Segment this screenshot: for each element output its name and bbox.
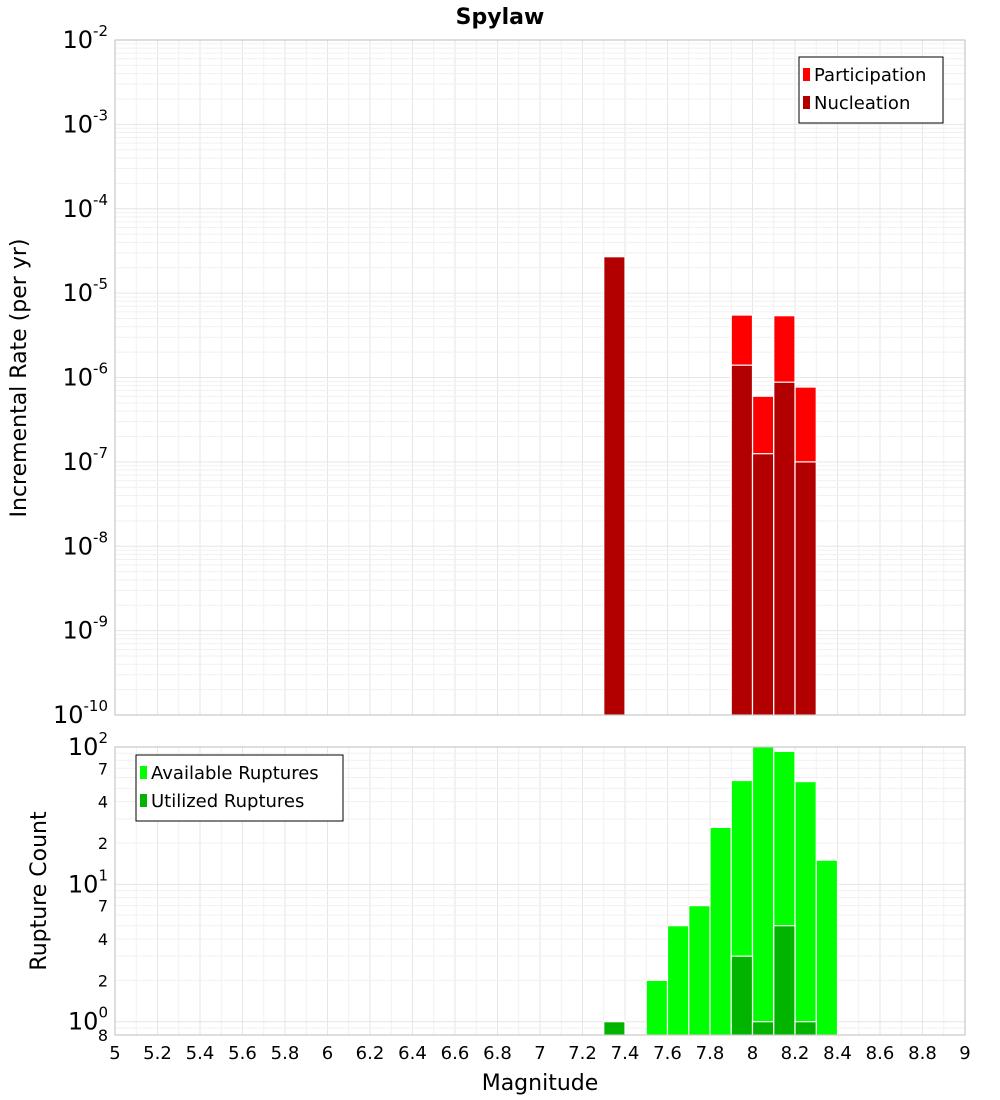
magnitude-x-ticks: 5 5.2 5.4 5.6 5.8 6 6.2 6.4 6.6 6.8 7 7.2 7.4 7.6 7.8 8… [109,1043,970,1064]
rate-legend-label: Participation [814,65,926,86]
count-y-tick-label: 2 [98,834,108,853]
count-legend-swatch [140,766,147,779]
count-y-tick-label: 2 [98,971,108,990]
rate-y-tick-label: 10-3 [62,106,108,138]
rate-y-axis-title: Incremental Rate (per yr) [7,239,32,518]
x-tick-label: 8.6 [866,1043,895,1064]
x-tick-label: 7.4 [611,1043,640,1064]
rate-bar-nucleation [773,381,796,716]
chart-title: Spylaw [456,5,545,30]
count-legend-swatch [140,794,147,807]
x-tick-label: 8.8 [908,1043,937,1064]
rate-legend-swatch [803,68,810,81]
count-y-tick-label: 4 [98,930,108,949]
x-tick-label: 5.4 [186,1043,215,1064]
x-tick-label: 7.2 [568,1043,597,1064]
rate-legend-box [798,56,944,124]
rate-bar-nucleation [794,461,817,716]
x-tick-label: 7.8 [696,1043,725,1064]
rate-y-tick-label: 10-4 [62,191,108,223]
x-tick-label: 6.8 [483,1043,512,1064]
rate-bar-nucleation [751,453,775,716]
count-bar-available-ruptures [751,746,775,1036]
count-bar-available-ruptures [709,826,732,1036]
rate-legend-label: Nucleation [814,93,910,114]
x-tick-label: 5.2 [143,1043,172,1064]
count-y-tick-label: 7 [98,897,108,916]
count-legend-label: Utilized Ruptures [151,791,304,812]
rate-grid [114,39,966,716]
count-bar-available-ruptures [666,925,690,1036]
count-y-tick-label: 8 [98,1026,108,1045]
rate-legend: Participation Nucleation [798,56,944,124]
count-bar-utilized-ruptures [751,1021,775,1036]
rate-panel: 10-10 10-9 10-8 10-7 10-6 10-5 10-4 10-3 10-2 In… [7,22,966,729]
count-bar-utilized-ruptures [794,1021,817,1036]
count-legend: Available Ruptures Utilized Ruptures [135,754,344,822]
x-tick-label: 6 [322,1043,333,1064]
x-tick-label: 8 [747,1043,758,1064]
rate-y-tick-label: 10-8 [62,528,108,560]
rate-bar-nucleation [730,364,754,716]
x-tick-label: 5.8 [271,1043,300,1064]
x-tick-label: 7.6 [653,1043,682,1064]
rate-bar-nucleation [603,256,626,716]
rate-y-tick-label: 10-10 [53,697,108,729]
count-bar-available-ruptures [794,780,817,1036]
rate-y-tick-label: 10-9 [62,613,108,645]
count-bar-available-ruptures [815,859,839,1036]
count-y-axis-title: Rupture Count [27,811,52,971]
x-tick-label: 8.4 [823,1043,852,1064]
x-tick-label: 6.4 [398,1043,427,1064]
rate-y-ticks: 10-10 10-9 10-8 10-7 10-6 10-5 10-4 10-3 10-2 [53,22,108,729]
rate-y-tick-label: 10-2 [62,22,108,54]
count-bar-utilized-ruptures [773,925,796,1036]
count-plot-frame [114,746,966,1036]
x-tick-label: 5 [109,1043,120,1064]
count-bar-utilized-ruptures [603,1021,626,1036]
rate-plot-frame [114,39,966,716]
rate-y-tick-label: 10-5 [62,275,108,307]
count-y-tick-label: 100 [68,1004,108,1036]
count-y-tick-label: 4 [98,793,108,812]
count-y-tick-label: 101 [68,866,108,898]
count-legend-box [135,754,344,822]
x-tick-label: 7 [534,1043,545,1064]
count-bar-utilized-ruptures [730,955,754,1036]
x-tick-label: 6.6 [441,1043,470,1064]
x-tick-label: 6.2 [356,1043,385,1064]
x-tick-label: 8.2 [781,1043,810,1064]
count-legend-label: Available Ruptures [151,763,319,784]
rate-y-tick-label: 10-6 [62,360,108,392]
count-bar-available-ruptures [645,979,669,1036]
count-y-tick-label: 102 [68,729,108,761]
rate-y-tick-label: 10-7 [62,444,108,476]
count-y-tick-label: 7 [98,759,108,778]
x-tick-label: 5.6 [228,1043,257,1064]
x-tick-label: 9 [959,1043,970,1064]
count-bar-available-ruptures [688,905,711,1036]
x-axis-title: Magnitude [482,1071,599,1096]
rate-legend-swatch [803,96,810,109]
